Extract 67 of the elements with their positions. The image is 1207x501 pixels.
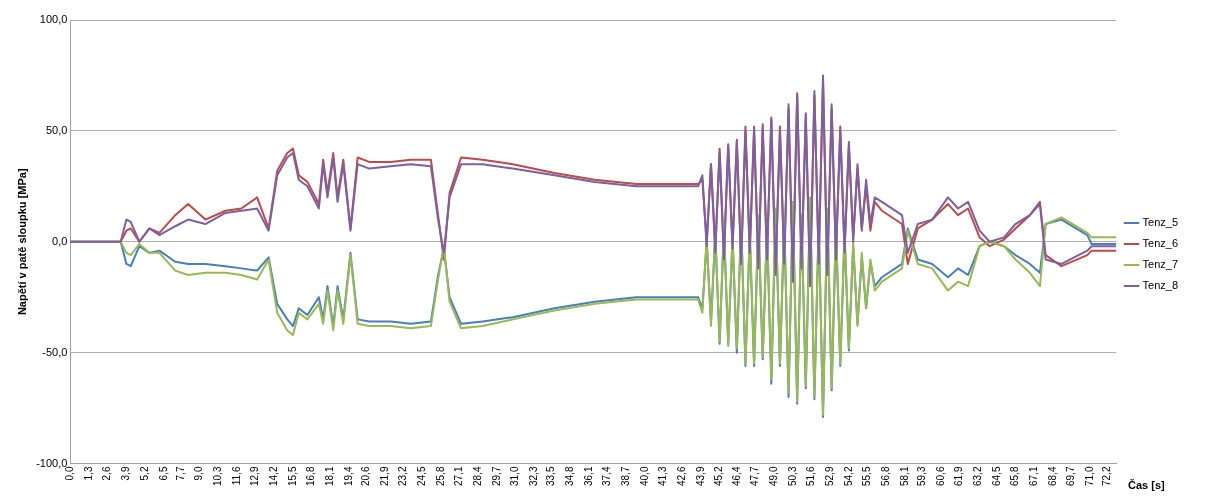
x-tick-label: 10,3	[212, 466, 224, 487]
x-tick-label: 47,7	[749, 466, 761, 487]
x-tick-label: 15,5	[286, 466, 298, 487]
x-tick-label: 19,4	[342, 466, 354, 487]
x-tick-label: 61,9	[953, 466, 965, 487]
x-tick-label: 46,4	[730, 466, 742, 487]
x-tick-label: 25,8	[434, 466, 446, 487]
x-tick-label: 42,6	[676, 466, 688, 487]
x-tick-label: 38,7	[619, 466, 631, 487]
x-tick-label: 14,2	[268, 466, 280, 487]
x-tick-label: 51,6	[805, 466, 817, 487]
y-tick-label: 100,0	[39, 13, 68, 26]
legend-label: Tenz_6	[1142, 237, 1179, 250]
x-tick-label: 41,3	[657, 466, 669, 487]
x-tick-label: 24,5	[416, 466, 428, 487]
x-tick-label: 23,2	[397, 466, 409, 487]
x-tick-label: 21,9	[378, 466, 390, 487]
x-tick-label: 9,0	[193, 466, 205, 481]
x-tick-label: 27,1	[453, 466, 465, 487]
x-tick-label: 59,3	[915, 466, 927, 487]
x-tick-label: 29,7	[490, 466, 502, 487]
x-tick-label: 20,6	[360, 466, 372, 487]
x-tick-label: 5,2	[138, 466, 150, 481]
x-tick-label: 3,9	[120, 466, 132, 481]
x-axis-title: Čas [s]	[1128, 478, 1166, 491]
x-tick-label: 65,8	[1009, 466, 1021, 487]
x-tick-label: 64,5	[990, 466, 1002, 487]
x-tick-label: 60,6	[934, 466, 946, 487]
legend-label: Tenz_7	[1142, 258, 1179, 271]
x-tick-label: 55,5	[861, 466, 873, 487]
x-tick-label: 71,0	[1083, 466, 1095, 487]
x-tick-label: 37,4	[601, 466, 613, 487]
x-tick-label: 43,9	[694, 466, 706, 487]
x-tick-label: 56,8	[879, 466, 891, 487]
x-tick-label: 33,5	[545, 466, 557, 487]
y-tick-label: 50,0	[45, 123, 68, 136]
x-tick-label: 50,3	[786, 466, 798, 487]
x-tick-label: 40,0	[638, 466, 650, 487]
x-tick-label: 45,2	[713, 466, 725, 487]
legend-label: Tenz_8	[1142, 279, 1179, 292]
x-tick-label: 2,6	[101, 466, 113, 481]
legend-label: Tenz_5	[1142, 216, 1179, 229]
x-tick-label: 6,5	[157, 466, 169, 481]
x-tick-label: 49,0	[767, 466, 779, 487]
x-tick-label: 67,1	[1027, 466, 1039, 487]
x-tick-label: 16,8	[305, 466, 317, 487]
x-tick-label: 32,3	[528, 466, 540, 487]
y-tick-label: -50,0	[42, 345, 68, 358]
x-tick-label: 28,4	[472, 466, 484, 487]
x-tick-label: 34,8	[563, 466, 575, 487]
y-axis-title: Napětí v patě sloupku [MPa]	[15, 168, 28, 316]
x-tick-label: 18,1	[324, 466, 336, 487]
x-tick-label: 11,6	[230, 466, 242, 486]
y-tick-label: -100,0	[36, 456, 68, 469]
x-tick-label: 72,2	[1101, 466, 1113, 487]
x-tick-label: 69,7	[1065, 466, 1077, 487]
x-tick-label: 58,1	[898, 466, 910, 487]
y-tick-label: 0,0	[52, 234, 68, 247]
x-tick-label: 1,3	[82, 466, 94, 481]
x-tick-label: 36,1	[582, 466, 594, 487]
x-tick-label: 31,0	[509, 466, 521, 487]
x-tick-label: 68,4	[1046, 466, 1058, 487]
x-tick-label: 63,2	[971, 466, 983, 487]
x-tick-label: 52,9	[823, 466, 835, 487]
x-tick-label: 12,9	[249, 466, 261, 487]
x-tick-label: 54,2	[842, 466, 854, 487]
x-tick-label: 7,7	[174, 466, 186, 481]
